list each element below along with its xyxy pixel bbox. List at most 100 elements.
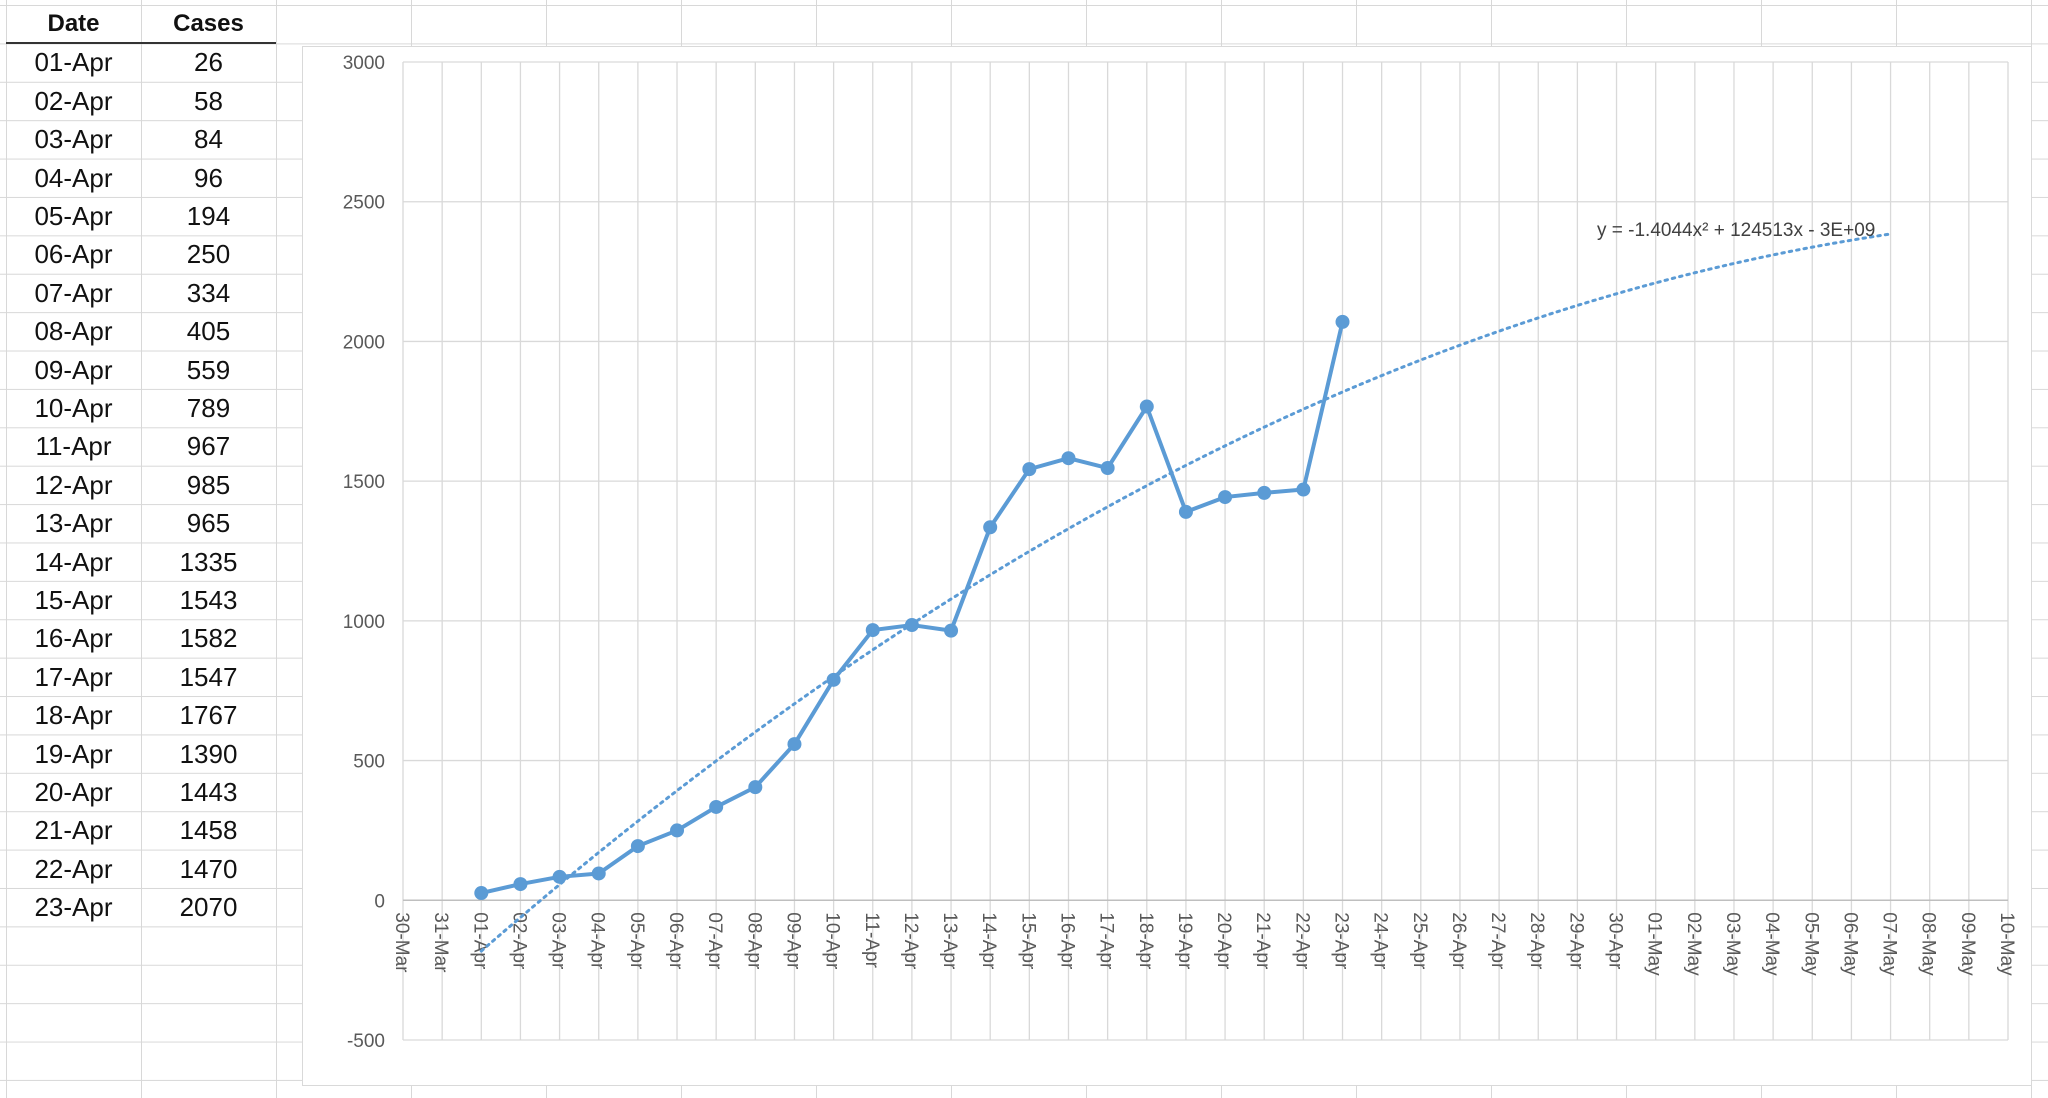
data-point[interactable] [1022,462,1037,477]
table-cell-cases[interactable]: 58 [194,85,223,116]
data-point[interactable] [1335,314,1350,329]
table-cell-cases[interactable]: 405 [186,316,231,347]
data-point[interactable] [1218,490,1233,505]
data-point[interactable] [1296,482,1311,497]
table-cell-date[interactable]: 15-Apr [34,585,113,615]
data-point[interactable] [1178,504,1193,519]
x-tick-label: 03-May [1722,912,1743,976]
x-tick-label: 24-Apr [1370,912,1391,970]
y-tick-label: 500 [353,752,385,773]
table-cell-date[interactable]: 12-Apr [34,469,113,500]
x-tick-label: 21-Apr [1252,912,1273,970]
table-cell-cases[interactable]: 194 [186,201,231,231]
x-tick-label: 18-Apr [1135,912,1156,970]
table-cell-date[interactable]: 14-Apr [34,546,113,577]
data-point[interactable] [474,886,489,901]
x-tick-label: 06-May [1839,912,1860,976]
chart-frame[interactable]: -500 0 500 1000 1500 2000 2500 3000 30-Mar 31-Ma… [302,46,2032,1086]
data-point[interactable] [904,618,919,633]
x-tick-label: 12-Apr [900,912,921,970]
table-cell-cases[interactable]: 84 [194,124,223,155]
table-cell-date[interactable]: 16-Apr [34,623,113,654]
data-point[interactable] [944,623,959,638]
table-cell-date[interactable]: 07-Apr [34,277,113,308]
x-tick-label: 23-Apr [1331,912,1352,970]
data-point[interactable] [748,780,763,795]
data-point[interactable] [630,839,645,854]
table-cell-date[interactable]: 09-Apr [34,354,113,385]
table-cell-date[interactable]: 06-Apr [34,239,113,270]
table-cell-date[interactable]: 20-Apr [34,777,113,807]
table-cell-cases[interactable]: 1543 [179,585,238,615]
data-point[interactable] [591,866,606,881]
table-cell-cases[interactable]: 2070 [179,892,238,923]
data-point[interactable] [513,877,528,892]
table-cell-cases[interactable]: 1547 [179,661,238,692]
data-point[interactable] [865,623,880,638]
x-tick-label: 30-Apr [1605,912,1626,970]
table-cell-cases[interactable]: 559 [186,354,231,385]
x-tick-label: 29-Apr [1565,912,1586,970]
table-cell-cases[interactable]: 96 [194,162,223,193]
table-cell-date[interactable]: 13-Apr [34,508,113,539]
table-cell-date[interactable]: 19-Apr [34,738,113,769]
header-rule [6,42,276,44]
x-tick-label: 15-Apr [1017,912,1038,970]
table-cell-date[interactable]: 05-Apr [34,201,113,231]
table-cell-cases[interactable]: 1443 [179,777,238,807]
table-cell-cases[interactable]: 1767 [179,700,238,731]
y-tick-label: 2500 [343,193,385,214]
trendline-equation: y = -1.4044x² + 124513x - 3E+09 [1597,220,1875,241]
x-tick-label: 19-Apr [1174,912,1195,970]
table-cell-cases[interactable]: 26 [194,47,223,78]
data-point[interactable] [670,823,685,838]
table-cell-cases[interactable]: 1582 [179,623,238,654]
y-tick-label: 1500 [343,472,385,493]
table-cell-date[interactable]: 17-Apr [34,661,113,692]
table-cell-cases[interactable]: 250 [186,239,231,270]
table-cell-date[interactable]: 03-Apr [34,124,113,155]
data-point[interactable] [1100,461,1115,476]
table-cell-date[interactable]: 22-Apr [34,853,113,884]
table-cell-date[interactable]: 21-Apr [34,815,113,846]
data-point[interactable] [1061,451,1076,466]
data-point[interactable] [826,672,841,687]
table-cell-cases[interactable]: 967 [186,431,231,462]
table-cell-cases[interactable]: 1458 [179,815,238,846]
x-tick-label: 22-Apr [1291,912,1312,970]
data-point[interactable] [552,869,567,884]
data-point[interactable] [787,737,802,752]
table-cell-date[interactable]: 04-Apr [34,162,113,193]
x-tick-label: 31-Mar [430,912,451,973]
x-tick-label: 16-Apr [1056,912,1077,970]
y-tick-label: 3000 [343,53,385,74]
x-tick-label: 02-Apr [508,912,529,970]
x-tick-label: 05-May [1800,912,1821,976]
data-point[interactable] [983,520,998,535]
table-cell-cases[interactable]: 789 [186,393,231,423]
table-header-date: Date [47,10,100,37]
table-cell-date[interactable]: 02-Apr [34,85,113,116]
data-point[interactable] [1257,485,1272,500]
x-tick-label: 28-Apr [1526,912,1547,970]
x-tick-label: 27-Apr [1487,912,1508,970]
table-cell-date[interactable]: 18-Apr [34,700,113,731]
table-cell-cases[interactable]: 334 [186,277,231,308]
table-cell-date[interactable]: 23-Apr [34,892,113,923]
x-tick-label: 01-Apr [469,912,490,970]
table-cell-date[interactable]: 01-Apr [34,47,113,78]
table-cell-cases[interactable]: 985 [186,469,231,500]
x-tick-label: 10-May [1996,912,2017,976]
table-cell-date[interactable]: 10-Apr [34,393,113,423]
x-tick-label: 04-May [1761,912,1782,976]
data-point[interactable] [1139,399,1154,414]
table-cell-date[interactable]: 11-Apr [35,431,112,462]
table-cell-cases[interactable]: 965 [186,508,231,539]
table-cell-cases[interactable]: 1390 [179,738,238,769]
data-point[interactable] [709,799,724,814]
table-cell-cases[interactable]: 1335 [179,546,238,577]
table-cell-date[interactable]: 08-Apr [34,316,113,347]
x-tick-label: 01-May [1644,912,1665,976]
table-cell-cases[interactable]: 1470 [179,853,238,884]
x-tick-label: 06-Apr [665,912,686,970]
